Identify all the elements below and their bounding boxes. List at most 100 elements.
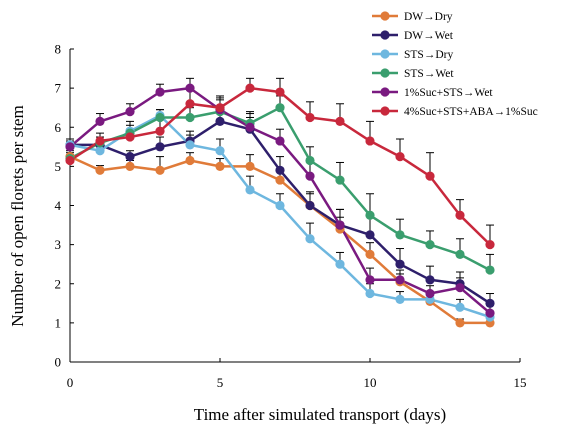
data-point: [185, 155, 195, 166]
data-point: [335, 220, 345, 230]
data-point: [425, 240, 435, 250]
data-point: [215, 146, 225, 156]
y-tick-label: 6: [55, 120, 62, 135]
data-point: [125, 132, 135, 142]
series-line-3: [69, 114, 491, 319]
data-point: [425, 275, 435, 285]
data-point: [125, 161, 135, 171]
legend-swatch-marker: [380, 87, 390, 97]
data-point: [155, 165, 165, 175]
data-point: [185, 112, 195, 123]
x-tick-label: 15: [514, 375, 527, 390]
y-tick-label: 3: [55, 237, 62, 252]
legend-label: DW→Wet: [404, 30, 454, 42]
data-point: [395, 151, 405, 162]
data-point: [485, 298, 495, 308]
data-point: [275, 175, 285, 185]
legend-swatch-marker: [380, 68, 390, 78]
data-point: [365, 210, 375, 220]
series-markers: [65, 83, 495, 328]
data-point: [365, 288, 375, 299]
legend-label: STS→Dry: [404, 49, 453, 61]
data-point: [365, 275, 375, 285]
series-line-2: [70, 120, 491, 305]
data-point: [305, 234, 315, 244]
legend-label: DW→Dry: [404, 11, 453, 23]
data-point: [275, 87, 285, 97]
data-point: [335, 175, 345, 185]
data-point: [245, 83, 255, 93]
legend-swatch-marker: [380, 49, 390, 59]
y-tick-label: 4: [55, 198, 62, 213]
y-tick-label: 0: [55, 355, 62, 370]
data-point: [335, 116, 345, 126]
data-point: [485, 308, 495, 318]
x-tick-label: 0: [67, 375, 74, 390]
data-point: [275, 200, 285, 211]
data-point: [335, 259, 345, 269]
data-point: [95, 116, 105, 126]
legend-label: 1%Suc+STS→Wet: [404, 87, 493, 99]
data-point: [395, 230, 405, 240]
data-point: [485, 265, 495, 275]
data-point: [485, 240, 495, 250]
legend: DW→Dry DW→Wet STS→Dry STS→Wet 1%Suc+STS→Wet 4…: [372, 11, 538, 118]
data-point: [455, 249, 465, 260]
legend-swatch-marker: [380, 106, 390, 116]
legend-label: STS→Wet: [404, 68, 454, 80]
data-point: [365, 249, 375, 260]
data-point: [455, 210, 465, 220]
legend-swatch-marker: [380, 11, 390, 21]
data-point: [155, 87, 165, 97]
data-point: [305, 200, 315, 211]
data-point: [305, 112, 315, 123]
data-point: [215, 103, 225, 113]
data-point: [215, 116, 225, 126]
data-point: [155, 112, 165, 123]
axes: 0 1 2 3 4 5 6 7 8 0 5 10 15: [55, 42, 527, 391]
data-point: [185, 140, 195, 150]
data-point: [305, 171, 315, 181]
data-point: [95, 136, 105, 146]
data-point: [365, 230, 375, 240]
x-tick-label: 10: [364, 375, 377, 390]
data-point: [395, 275, 405, 285]
y-tick-label: 1: [55, 315, 62, 330]
data-point: [245, 161, 255, 171]
y-tick-label: 8: [55, 42, 62, 57]
legend-label: 4%Suc+STS+ABA→1%Suc: [404, 106, 538, 118]
data-point: [245, 185, 255, 195]
data-point: [425, 171, 435, 181]
data-point: [395, 294, 405, 304]
y-axis-title: Number of open florets per stem: [8, 105, 27, 326]
data-point: [125, 107, 135, 117]
data-point: [455, 283, 465, 293]
data-point: [275, 136, 285, 146]
data-point: [215, 161, 225, 171]
data-point: [305, 155, 315, 166]
data-point: [155, 126, 165, 136]
data-point: [275, 103, 285, 113]
data-point: [455, 302, 465, 312]
data-point: [275, 165, 285, 175]
data-point: [155, 142, 165, 152]
x-tick-label: 5: [217, 375, 224, 390]
data-point: [65, 155, 75, 166]
data-point: [95, 165, 105, 175]
y-tick-label: 7: [55, 81, 62, 96]
data-point: [95, 146, 105, 156]
data-point: [245, 122, 255, 132]
data-point: [425, 288, 435, 299]
data-point: [185, 99, 195, 109]
y-tick-label: 5: [55, 159, 62, 174]
data-point: [365, 136, 375, 146]
y-tick-label: 2: [55, 276, 62, 291]
x-axis-title: Time after simulated transport (days): [194, 405, 446, 424]
legend-swatch-marker: [380, 30, 390, 40]
data-point: [125, 151, 135, 162]
data-point: [455, 318, 465, 328]
data-point: [395, 259, 405, 269]
data-point: [65, 142, 75, 152]
data-point: [185, 83, 195, 93]
